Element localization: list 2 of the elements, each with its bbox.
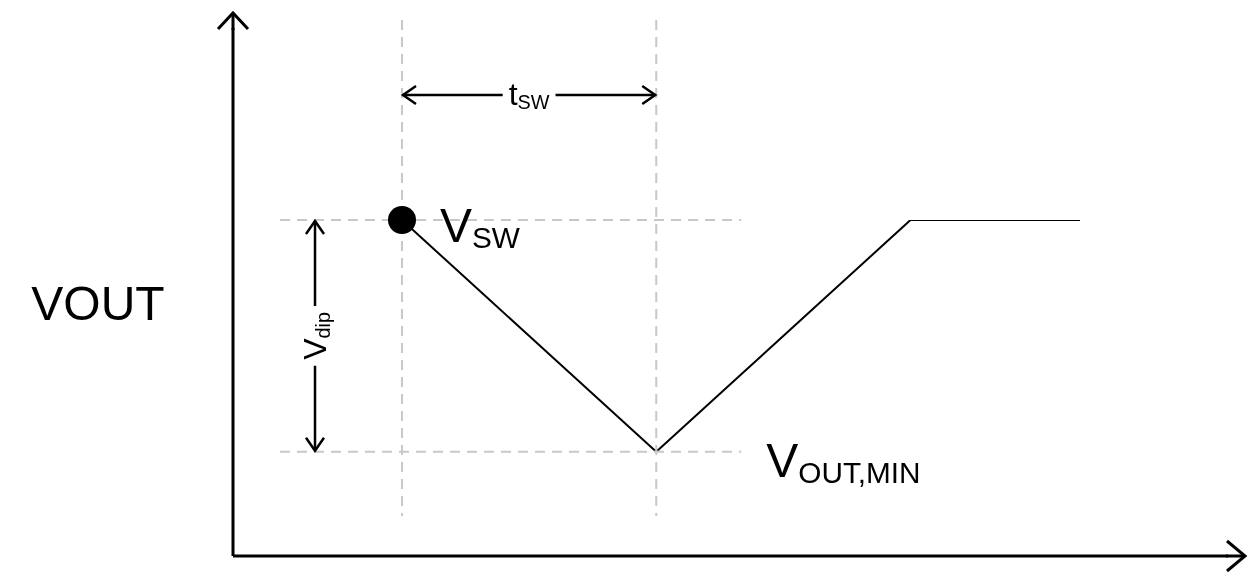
y-axis-title: VOUT [31,277,165,330]
text: Vdip [297,312,334,360]
